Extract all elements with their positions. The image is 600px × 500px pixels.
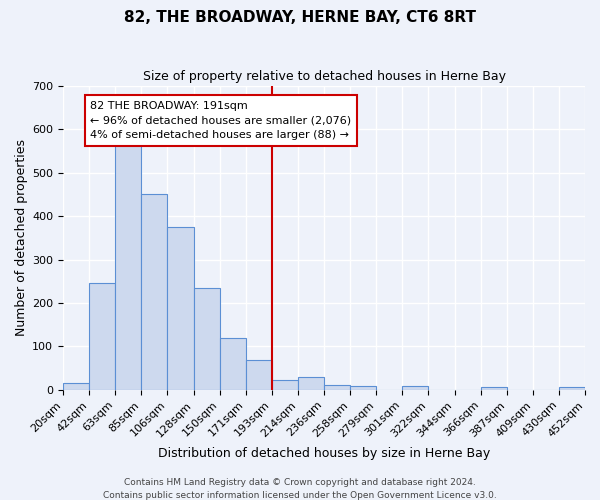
Text: 82 THE BROADWAY: 191sqm
← 96% of detached houses are smaller (2,076)
4% of semi-: 82 THE BROADWAY: 191sqm ← 96% of detache… bbox=[91, 101, 352, 140]
Bar bbox=[115, 138, 142, 390]
Bar bbox=[350, 386, 376, 390]
Bar bbox=[559, 387, 585, 390]
Bar bbox=[246, 360, 272, 390]
Title: Size of property relative to detached houses in Herne Bay: Size of property relative to detached ho… bbox=[143, 70, 506, 83]
X-axis label: Distribution of detached houses by size in Herne Bay: Distribution of detached houses by size … bbox=[158, 447, 490, 460]
Bar bbox=[324, 384, 350, 390]
Bar bbox=[63, 384, 89, 390]
Bar bbox=[298, 377, 324, 390]
Bar bbox=[89, 282, 115, 390]
Y-axis label: Number of detached properties: Number of detached properties bbox=[15, 140, 28, 336]
Text: Contains HM Land Registry data © Crown copyright and database right 2024.
Contai: Contains HM Land Registry data © Crown c… bbox=[103, 478, 497, 500]
Bar bbox=[481, 387, 507, 390]
Bar bbox=[403, 386, 428, 390]
Bar bbox=[272, 380, 298, 390]
Bar bbox=[194, 288, 220, 390]
Bar bbox=[167, 227, 194, 390]
Bar bbox=[220, 338, 246, 390]
Text: 82, THE BROADWAY, HERNE BAY, CT6 8RT: 82, THE BROADWAY, HERNE BAY, CT6 8RT bbox=[124, 10, 476, 25]
Bar bbox=[142, 194, 167, 390]
